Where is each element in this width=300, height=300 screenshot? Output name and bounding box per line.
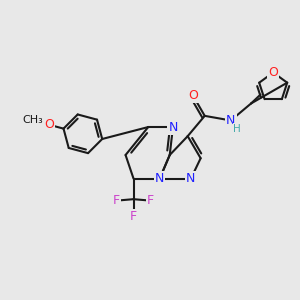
Text: F: F [147, 194, 154, 207]
Text: CH₃: CH₃ [23, 116, 44, 125]
Text: N: N [226, 114, 236, 127]
Text: N: N [155, 172, 164, 185]
Text: N: N [168, 121, 178, 134]
Text: O: O [188, 89, 198, 102]
Text: N: N [186, 172, 196, 185]
Text: F: F [113, 194, 120, 207]
Text: H: H [233, 124, 241, 134]
Text: F: F [130, 210, 137, 223]
Text: O: O [268, 66, 278, 79]
Text: O: O [44, 118, 54, 131]
